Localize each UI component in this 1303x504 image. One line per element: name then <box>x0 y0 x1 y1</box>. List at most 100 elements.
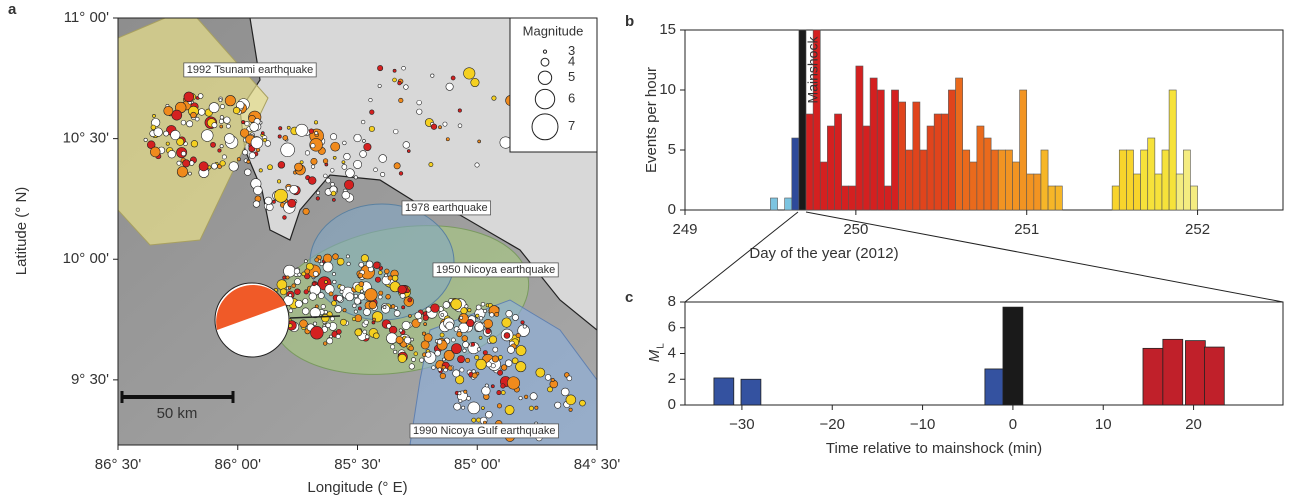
histogram-bar <box>834 113 842 211</box>
seismicity-texture-dot <box>452 369 461 378</box>
seismicity-texture-dot <box>369 109 375 115</box>
seismicity-texture-dot <box>176 166 189 178</box>
seismicity-texture-dot <box>475 358 487 370</box>
annotation: 1990 Nicoya Gulf earthquake <box>413 425 555 437</box>
seismicity-texture-dot <box>365 260 374 268</box>
seismicity-texture-dot <box>241 120 246 125</box>
seismicity-texture-dot <box>176 160 182 166</box>
seismicity-texture-dot <box>566 375 573 382</box>
histogram-bar <box>962 149 971 211</box>
seismicity-texture-dot <box>503 332 511 339</box>
seismicity-texture-dot <box>219 160 226 167</box>
seismicity-texture-dot <box>267 164 273 171</box>
seismicity-texture-dot <box>143 137 148 142</box>
seismicity-texture-dot <box>488 335 498 344</box>
seismicity-texture <box>143 65 586 442</box>
seismicity-texture-dot <box>474 162 480 168</box>
seismicity-texture-dot <box>317 292 325 299</box>
zoom-line <box>684 211 799 303</box>
seismicity-texture-dot <box>401 65 406 71</box>
seismicity-texture-dot <box>324 280 328 284</box>
seismicity-texture-dot <box>465 357 471 363</box>
seismicity-texture-dot <box>489 312 495 318</box>
seismicity-texture-dot <box>342 308 347 313</box>
seismicity-texture-dot <box>445 137 450 142</box>
scale-bar-label: 50 km <box>157 405 198 422</box>
seismicity-texture-dot <box>494 312 500 317</box>
annotation: 1950 Nicoya earthquake <box>436 264 555 276</box>
seismicity-texture-dot <box>312 271 319 277</box>
seismicity-texture-dot <box>443 350 455 361</box>
seismicity-texture-dot <box>535 367 546 378</box>
x-tick-label: 86° 30' <box>95 456 142 473</box>
seismicity-texture-dot <box>470 77 480 88</box>
seismicity-texture-dot <box>507 345 515 354</box>
seismicity-texture-dot <box>250 136 264 149</box>
y-axis-label: Events per hour <box>643 67 660 173</box>
seismicity-texture-dot <box>343 152 351 161</box>
seismicity-texture-dot <box>459 315 464 320</box>
x-tick-label: 85° 00' <box>454 456 501 473</box>
seismicity-texture-dot <box>372 317 376 322</box>
seismicity-texture-dot <box>497 369 503 376</box>
histogram-bar <box>912 101 921 211</box>
seismicity-texture-dot <box>505 359 513 367</box>
seismicity-texture-dot <box>272 199 276 204</box>
seismicity-texture-dot <box>183 91 195 103</box>
histogram-bar <box>855 65 864 211</box>
seismicity-texture-dot <box>461 335 468 342</box>
seismicity-texture-dot <box>335 334 341 339</box>
seismicity-texture-dot <box>336 328 342 335</box>
seismicity-texture-dot <box>482 350 488 356</box>
seismicity-texture-dot <box>282 135 289 141</box>
seismicity-texture-dot <box>334 305 343 313</box>
histogram-bar <box>1190 185 1198 211</box>
seismicity-texture-dot <box>397 284 407 295</box>
panel-label: a <box>8 1 17 18</box>
y-axis-label-subscript: L <box>656 343 667 349</box>
seismicity-texture-dot <box>390 304 396 309</box>
seismicity-texture-dot <box>357 272 364 279</box>
histogram-bar <box>990 149 999 211</box>
seismicity-texture-dot <box>518 396 523 401</box>
seismicity-texture-dot <box>461 405 466 410</box>
seismicity-texture-dot <box>224 133 235 144</box>
seismicity-texture-dot <box>485 361 492 368</box>
seismicity-texture-dot <box>322 158 329 164</box>
seismicity-texture-dot <box>218 98 223 102</box>
y-tick-label: 10 <box>659 81 676 98</box>
seismicity-texture-dot <box>421 331 427 336</box>
seismicity-texture-dot <box>505 310 513 318</box>
seismicity-texture-dot <box>439 332 445 338</box>
seismicity-texture-dot <box>315 190 321 195</box>
seismicity-texture-dot <box>393 310 401 317</box>
seismicity-texture-dot <box>210 141 216 148</box>
seismicity-texture-dot <box>363 308 371 316</box>
seismicity-texture-dot <box>201 129 214 142</box>
seismicity-texture-dot <box>341 190 351 200</box>
seismicity-texture-dot <box>322 261 334 273</box>
seismicity-texture-dot <box>408 314 412 318</box>
seismicity-texture-dot <box>384 268 390 275</box>
y-axis-label: M <box>646 349 663 362</box>
seismicity-texture-dot <box>420 340 430 350</box>
seismicity-texture-dot <box>310 164 316 169</box>
seismicity-texture-dot <box>450 298 462 310</box>
seismicity-texture-dot <box>236 157 241 162</box>
seismicity-texture-dot <box>475 304 482 311</box>
seismicity-texture-dot <box>397 80 402 86</box>
seismicity-texture-dot <box>363 319 369 325</box>
seismicity-texture-dot <box>345 254 350 259</box>
seismicity-texture-dot <box>264 196 273 205</box>
seismicity-texture-dot <box>282 275 287 280</box>
seismicity-texture-dot <box>450 75 456 81</box>
seismicity-texture-dot <box>477 139 481 144</box>
seismicity-texture-dot <box>419 357 425 363</box>
seismicity-texture-dot <box>403 84 409 90</box>
seismicity-texture-dot <box>289 184 299 195</box>
seismicity-texture-dot <box>437 367 442 372</box>
histogram-bar <box>955 77 963 211</box>
seismicity-texture-dot <box>406 149 411 153</box>
legend-label: 7 <box>568 118 575 133</box>
seismicity-texture-dot <box>416 108 423 115</box>
